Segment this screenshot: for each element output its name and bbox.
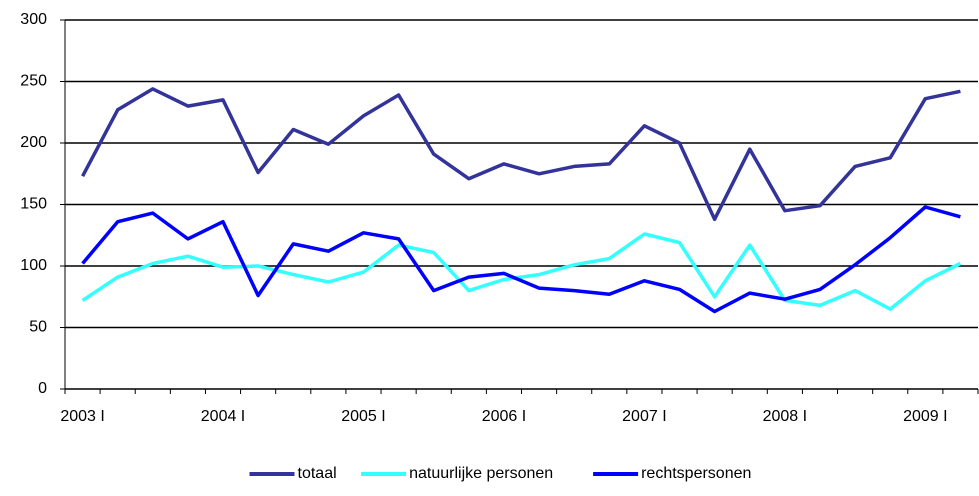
x-tick-label: 2005 I [341, 408, 385, 425]
x-tick-label: 2006 I [482, 408, 526, 425]
x-tick-label: 2008 I [763, 408, 807, 425]
y-tick-label: 200 [20, 134, 47, 151]
y-tick-label: 0 [38, 380, 47, 397]
y-tick-label: 300 [20, 11, 47, 28]
x-tick-label: 2004 I [201, 408, 245, 425]
x-tick-label: 2003 I [60, 408, 104, 425]
legend-label: natuurlijke personen [409, 465, 553, 482]
y-tick-label: 250 [20, 73, 47, 90]
y-tick-label: 100 [20, 257, 47, 274]
x-tick-label: 2009 I [903, 408, 947, 425]
y-tick-label: 50 [29, 319, 47, 336]
series-line [81, 205, 961, 314]
legend-label: totaal [298, 465, 337, 482]
y-tick-label: 150 [20, 196, 47, 213]
legend-label: rechtspersonen [641, 465, 751, 482]
series-line [81, 232, 962, 311]
x-tick-label: 2007 I [622, 408, 666, 425]
series-line [81, 87, 961, 222]
